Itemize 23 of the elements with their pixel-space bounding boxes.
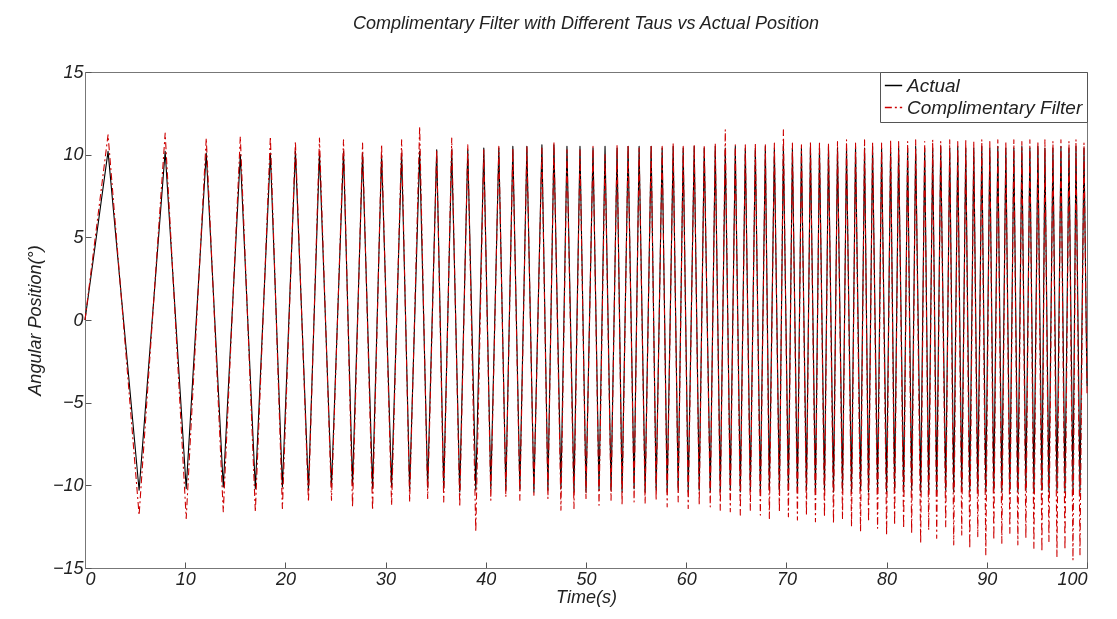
x-tick-label: 30: [376, 568, 397, 589]
x-tick-label: 50: [576, 568, 597, 589]
legend-label: Complimentary Filter: [907, 96, 1083, 118]
x-tick-label: 40: [476, 568, 497, 589]
x-tick-label: 70: [776, 568, 797, 589]
line-series: [84, 126, 1088, 561]
x-tick-label: 20: [274, 568, 296, 589]
y-tick-label: 10: [63, 144, 84, 165]
x-tick-label: 60: [676, 568, 697, 589]
x-tick-label: 90: [977, 568, 998, 589]
x-tick-label: 10: [175, 568, 196, 589]
y-tick-label: 15: [63, 61, 85, 82]
legend-label: Actual: [906, 74, 961, 96]
y-tick-label: −5: [62, 392, 85, 413]
y-tick-label: 5: [73, 226, 85, 247]
chart-title: Complimentary Filter with Different Taus vs Actual Position: [353, 13, 819, 33]
x-axis-title: Time(s): [556, 586, 617, 607]
y-tick-label: −15: [52, 557, 85, 578]
y-axis-title: Angular Position(°): [24, 245, 45, 397]
x-tick-label: 100: [1057, 568, 1088, 589]
y-tick-label: −10: [52, 474, 84, 495]
x-tick-label: 80: [877, 568, 898, 589]
y-tick-label: 0: [73, 309, 84, 330]
